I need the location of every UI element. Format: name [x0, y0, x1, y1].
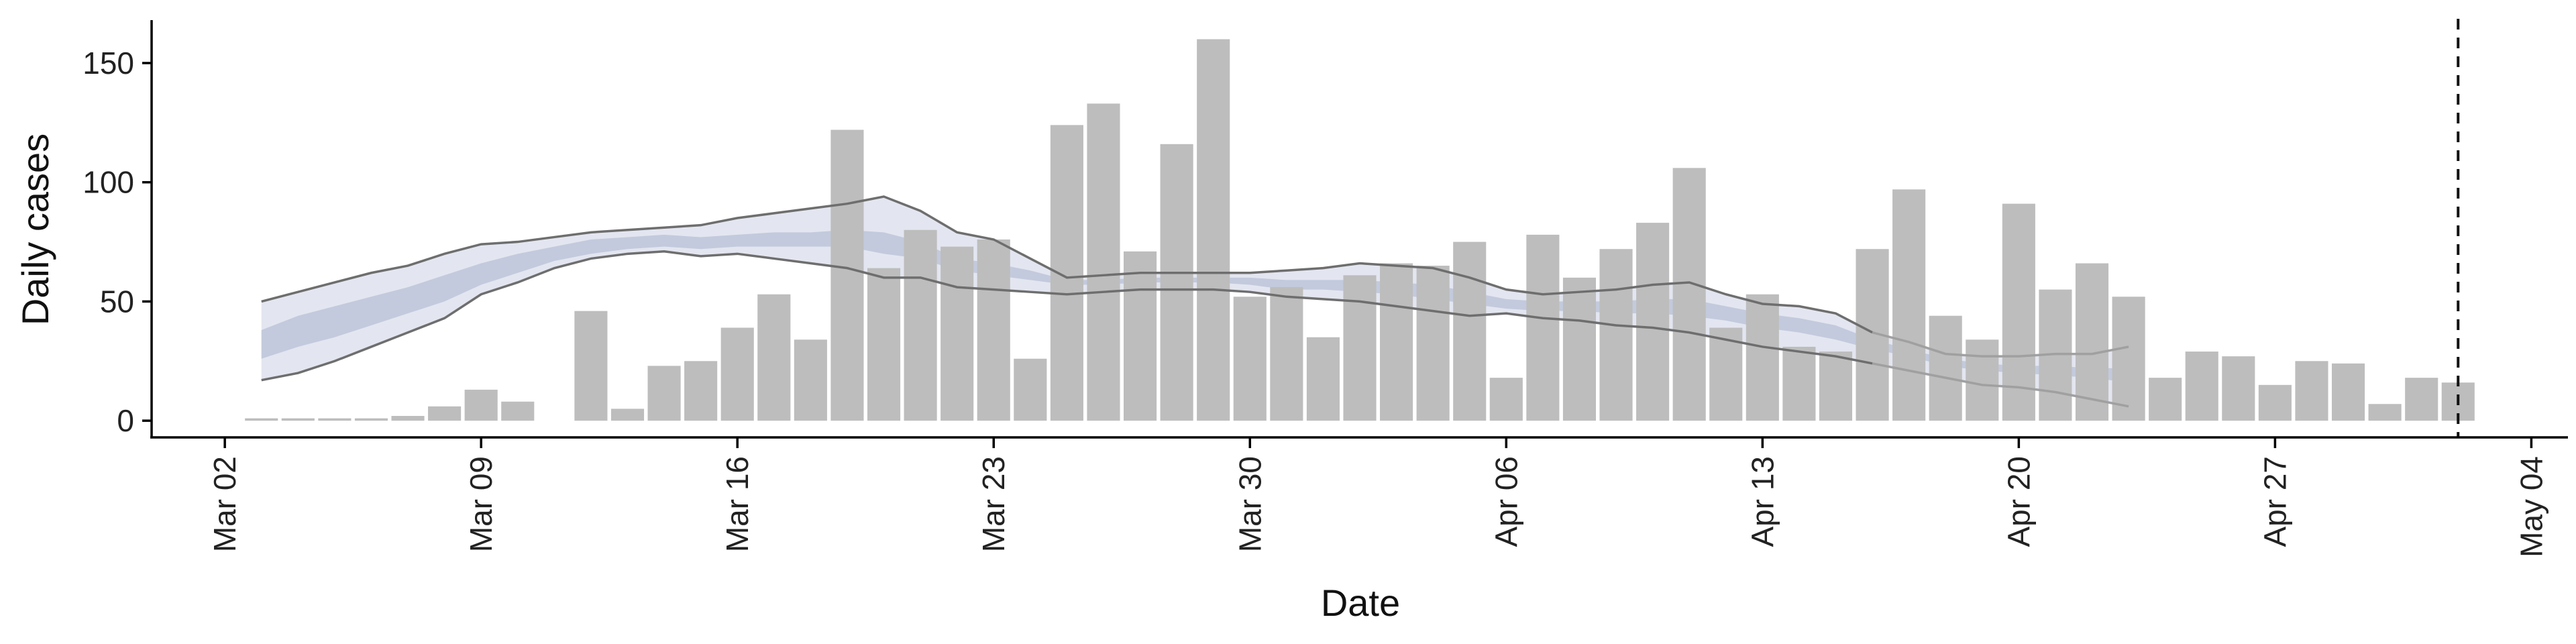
x-tick-label: Apr 06: [1489, 456, 1523, 547]
x-tick-label: Apr 13: [1745, 456, 1780, 547]
uncertainty-bands: [261, 197, 2129, 407]
bar: [867, 268, 901, 421]
x-tick-label: Mar 30: [1232, 456, 1267, 552]
x-tick-label: Mar 16: [720, 456, 755, 552]
bar: [318, 418, 352, 421]
bar: [757, 294, 791, 421]
bar: [428, 406, 462, 421]
axes: [150, 20, 2568, 439]
y-axis-title: Daily cases: [14, 133, 56, 325]
bar: [1892, 189, 1926, 421]
bar: [2222, 356, 2255, 421]
bar: [2258, 384, 2292, 421]
bar: [1672, 168, 1706, 421]
band-upper-line-recent: [1872, 331, 2129, 358]
bar: [1929, 315, 1962, 421]
bar: [904, 229, 937, 421]
y-tick-label: 50: [100, 284, 134, 319]
y-ticks: 0 50 100 150: [83, 46, 152, 438]
bar: [1562, 277, 1597, 421]
x-tick-label: Mar 23: [976, 456, 1011, 552]
bar: [574, 311, 608, 421]
bar: [2112, 297, 2145, 421]
bar: [1819, 352, 1853, 421]
x-axis-title: Date: [1321, 582, 1400, 624]
bar: [1197, 39, 1230, 421]
bar: [501, 401, 535, 421]
bar: [1270, 287, 1303, 421]
band-upper-line: [261, 195, 1873, 334]
bar: [1782, 346, 1816, 421]
bar: [2075, 263, 2109, 421]
bar: [245, 418, 278, 421]
bar: [2295, 361, 2328, 421]
band-lower-line-recent: [1872, 362, 2129, 408]
band-lower-line: [261, 250, 1873, 382]
y-tick-label: 100: [83, 165, 134, 200]
x-tick-label: Apr 27: [2257, 456, 2292, 547]
bar: [941, 246, 974, 421]
y-tick-label: 0: [117, 403, 134, 438]
bar: [1160, 144, 1193, 421]
band-outer: [261, 197, 2129, 407]
bar: [647, 366, 681, 421]
bar: [1343, 275, 1377, 421]
bar: [391, 416, 425, 421]
bar: [1380, 263, 1413, 421]
bar: [1123, 251, 1157, 421]
bar: [2185, 352, 2218, 421]
bar: [354, 418, 388, 421]
bar: [1233, 297, 1267, 421]
bar: [977, 239, 1010, 421]
bar: [830, 129, 864, 421]
bars: [245, 39, 2475, 421]
bar: [2149, 378, 2182, 421]
bar: [281, 418, 315, 421]
bar: [1306, 337, 1340, 421]
x-ticks: Mar 02 Mar 09 Mar 16 Mar 23 Mar 30 Apr 06 Apr …: [207, 437, 2548, 557]
bar: [1599, 249, 1633, 421]
bar: [1416, 266, 1450, 421]
bar: [1746, 294, 1779, 421]
bar: [2002, 203, 2035, 421]
x-tick-label: Mar 02: [207, 456, 242, 552]
x-tick-label: May 04: [2514, 456, 2548, 557]
bar: [1526, 234, 1560, 421]
bar: [1636, 223, 1670, 421]
bar: [720, 327, 754, 421]
bar: [2405, 378, 2438, 421]
bar: [1087, 103, 1120, 421]
bar: [2368, 404, 2402, 421]
bar: [2331, 363, 2365, 421]
bound-lines: [261, 195, 2129, 408]
bar: [464, 389, 498, 421]
bar: [1014, 358, 1047, 421]
bar: [1966, 339, 1999, 421]
bar: [684, 361, 718, 421]
x-tick-label: Apr 20: [2001, 456, 2036, 547]
bar: [794, 339, 827, 421]
bar: [1709, 327, 1743, 421]
y-tick-label: 150: [83, 46, 134, 80]
bar: [610, 409, 645, 421]
bar: [1489, 378, 1523, 421]
bar: [1453, 241, 1487, 421]
x-tick-label: Mar 09: [464, 456, 498, 552]
